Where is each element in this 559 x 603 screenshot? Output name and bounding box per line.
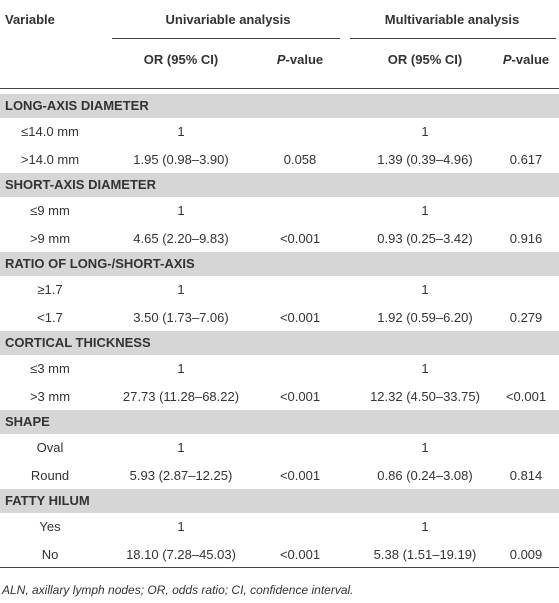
- bottom-rule: [0, 567, 559, 568]
- cell: 12.32 (4.50–33.75): [370, 388, 480, 404]
- cell: 0.814: [509, 467, 543, 483]
- row-label: ≤3 mm: [30, 361, 70, 376]
- cell: 0.009: [509, 546, 543, 562]
- row-label: >14.0 mm: [20, 151, 80, 167]
- cell: 1.95 (0.98–3.90): [133, 151, 229, 167]
- cell: 27.73 (11.28–68.22): [122, 388, 240, 404]
- row-label: >9 mm: [29, 230, 71, 246]
- cell: 4.65 (2.20–9.83): [133, 230, 229, 246]
- section-band: [0, 410, 559, 434]
- cell: 0.916: [509, 230, 543, 246]
- header-p: P-value: [502, 52, 550, 67]
- header-or: OR (95% CI): [143, 52, 219, 67]
- header-or: OR (95% CI): [387, 52, 463, 67]
- cell: 1: [421, 124, 429, 139]
- section-title: CORTICAL THICKNESS: [5, 335, 151, 350]
- section-band: [0, 331, 559, 355]
- cell: 0.93 (0.25–3.42): [377, 230, 473, 246]
- cell: 1: [177, 124, 185, 139]
- cell: <0.001: [279, 230, 321, 246]
- section-title: RATIO OF LONG-/SHORT-AXIS: [5, 256, 195, 271]
- cell: 1: [421, 440, 429, 455]
- cell: 0.279: [509, 309, 543, 325]
- row-label: Oval: [36, 440, 64, 455]
- section-title: FATTY HILUM: [5, 493, 90, 508]
- cell: 1.39 (0.39–4.96): [377, 151, 473, 167]
- cell: 1: [421, 203, 429, 218]
- cell: <0.001: [279, 309, 321, 325]
- row-label: ≥1.7: [37, 282, 63, 297]
- cell: 1: [177, 203, 185, 218]
- row-label: Yes: [39, 519, 61, 534]
- section-title: LONG-AXIS DIAMETER: [5, 98, 149, 113]
- row-label: >3 mm: [29, 388, 71, 404]
- cell: 5.93 (2.87–12.25): [129, 467, 233, 483]
- group-rule: [350, 38, 556, 39]
- row-label: Round: [30, 467, 70, 483]
- header-multivariable: Multivariable analysis: [384, 12, 520, 27]
- header-variable: Variable: [5, 12, 55, 27]
- cell: 1: [421, 282, 429, 297]
- row-label: ≤9 mm: [30, 203, 70, 218]
- cell: 5.38 (1.51–19.19): [373, 546, 477, 562]
- section-band: [0, 173, 559, 197]
- row-label: <1.7: [37, 309, 63, 325]
- cell: 1: [421, 361, 429, 376]
- row-label: ≤14.0 mm: [21, 124, 79, 139]
- header-rule: [0, 88, 559, 89]
- cell: 0.058: [283, 151, 317, 167]
- cell: 3.50 (1.73–7.06): [133, 309, 229, 325]
- header-univariable: Univariable analysis: [165, 12, 291, 27]
- section-band: [0, 94, 559, 118]
- section-title: SHAPE: [5, 414, 50, 429]
- cell: 0.86 (0.24–3.08): [377, 467, 473, 483]
- cell: <0.001: [279, 467, 321, 483]
- cell: 0.617: [509, 151, 543, 167]
- cell: <0.001: [505, 388, 547, 404]
- footnote: ALN, axillary lymph nodes; OR, odds rati…: [2, 583, 354, 597]
- cell: 18.10 (7.28–45.03): [126, 546, 236, 562]
- row-label: No: [41, 546, 59, 562]
- cell: 1.92 (0.59–6.20): [377, 309, 473, 325]
- cell: 1: [177, 282, 185, 297]
- cell: 1: [177, 440, 185, 455]
- cell: 1: [421, 519, 429, 534]
- section-band: [0, 252, 559, 276]
- cell: 1: [177, 519, 185, 534]
- section-title: SHORT-AXIS DIAMETER: [5, 177, 156, 192]
- cell: <0.001: [279, 388, 321, 404]
- cell: 1: [177, 361, 185, 376]
- cell: <0.001: [279, 546, 321, 562]
- section-band: [0, 489, 559, 513]
- header-p: P-value: [276, 52, 324, 67]
- group-rule: [112, 38, 340, 39]
